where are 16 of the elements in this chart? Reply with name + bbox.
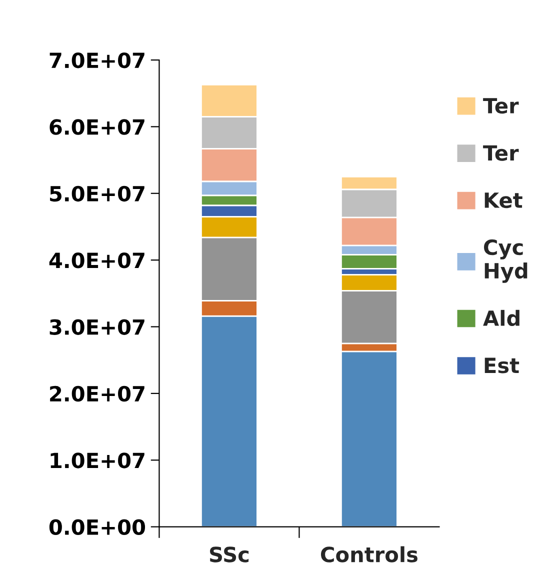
legend-label: Est <box>484 358 520 374</box>
legend-label: Ket <box>484 192 522 208</box>
y-tick-label: 4.0E+07 <box>49 252 144 268</box>
y-tick-label: 0.0E+00 <box>49 519 146 536</box>
y-tick-label: 1.0E+07 <box>50 452 144 468</box>
x-tick-label: Controls <box>320 546 418 562</box>
y-tick-label: 3.0E+07 <box>50 319 144 335</box>
y-tick-label: 7.0E+07 <box>50 52 144 68</box>
y-tick-label: 6.0E+07 <box>50 119 144 135</box>
y-tick-label: 5.0E+07 <box>50 186 144 202</box>
legend-label: Ald <box>483 310 520 326</box>
legend-label: Ter <box>483 98 519 114</box>
y-tick-label: 2.0E+07 <box>50 386 144 402</box>
legend-label: Ter <box>483 145 519 161</box>
legend-label: Cyc Hyd <box>484 239 528 283</box>
x-tick-label: SSc <box>210 546 249 562</box>
